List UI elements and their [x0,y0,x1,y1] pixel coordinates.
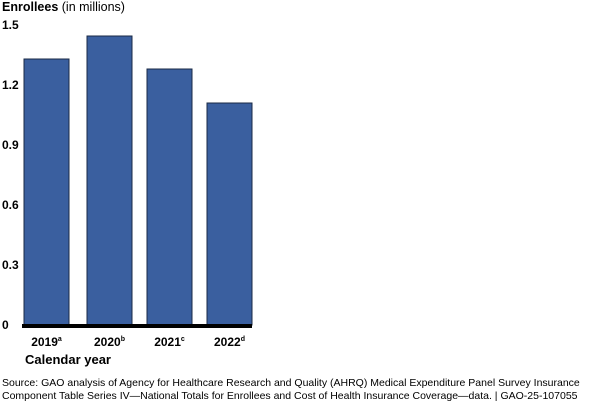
y-tick-label: 1.2 [2,78,19,92]
y-tick-label: 0 [2,318,9,332]
footnote-marker: b [121,336,125,343]
x-axis-label: Calendar year [25,352,111,367]
bar-2019 [23,58,70,326]
x-axis-line [22,324,252,328]
y-tick-label: 1.5 [2,18,19,32]
title-unit: (in millions) [61,0,125,14]
bar-2021 [146,68,193,326]
x-tick-label: 2022d [214,335,245,349]
bar-2022 [206,102,253,326]
source-note: Source: GAO analysis of Agency for Healt… [2,377,580,402]
footnote-marker: a [58,336,62,343]
chart-title: Enrollees (in millions) [2,0,125,14]
title-bold: Enrollees [2,0,59,14]
footnote-marker: d [241,336,245,343]
x-tick-label: 2020b [94,335,125,349]
y-tick-label: 0.9 [2,138,19,152]
x-tick-label: 2019a [31,335,62,349]
x-tick-label: 2021c [154,335,185,349]
bar-2020 [86,35,133,326]
footnote-marker: c [181,336,185,343]
y-tick-label: 0.6 [2,198,19,212]
y-tick-label: 0.3 [2,258,19,272]
